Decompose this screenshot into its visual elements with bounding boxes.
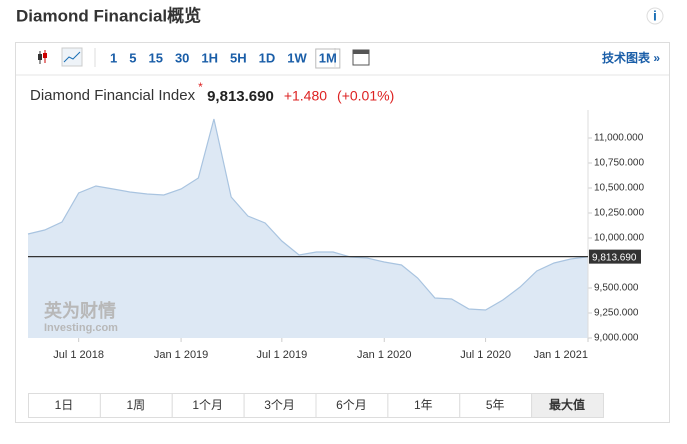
interval-button[interactable]: 1M <box>319 50 337 65</box>
range-tab-label: 1年 <box>414 398 433 412</box>
range-tab-label: 3个月 <box>264 398 295 412</box>
y-tick-label: 9,000.000 <box>594 333 639 344</box>
live-star: * <box>198 80 203 94</box>
selected-box <box>315 48 341 69</box>
x-tick-label: Jul 1 2018 <box>53 349 104 361</box>
price: 9,813.690 <box>207 88 274 105</box>
range-tab-label: 5年 <box>486 398 505 412</box>
range-tab-label: 1日 <box>55 398 74 412</box>
interval-button[interactable]: 15 <box>148 50 162 65</box>
x-tick-label: Jul 1 2019 <box>256 349 307 361</box>
watermark-en: Investing.com <box>44 322 118 334</box>
interval-button[interactable]: 1H <box>201 50 218 65</box>
y-tick-label: 9,250.000 <box>594 308 639 319</box>
range-tab-label: 最大值 <box>549 397 585 412</box>
area-icon[interactable] <box>61 47 83 67</box>
range-tab[interactable] <box>243 393 317 418</box>
range-tab-label: 6个月 <box>336 398 367 412</box>
candle-icon[interactable] <box>38 50 47 64</box>
range-tab[interactable] <box>387 393 461 418</box>
range-tab-label: 1周 <box>126 398 145 412</box>
watermark-cn: 英为财情 <box>43 300 116 321</box>
x-tick-label: Jan 1 2021 <box>534 349 588 361</box>
y-tick-label: 10,750.000 <box>594 158 644 169</box>
area <box>28 119 588 338</box>
interval-button[interactable]: 5 <box>129 50 136 65</box>
change: +1.480 <box>284 88 327 104</box>
info-text: i <box>653 8 657 24</box>
y-tick-label: 10,500.000 <box>594 183 644 194</box>
range-tab[interactable] <box>99 393 173 418</box>
interval-button[interactable]: 30 <box>175 50 189 65</box>
interval-button[interactable]: 1D <box>259 50 276 65</box>
index-name: Diamond Financial Index <box>30 87 196 104</box>
info-icon[interactable] <box>646 7 664 25</box>
interval-button[interactable]: 1 <box>110 50 117 65</box>
interval-button[interactable]: 5H <box>230 50 247 65</box>
x-tick-label: Jan 1 2020 <box>357 349 411 361</box>
range-tab-label: 1个月 <box>192 398 223 412</box>
range-tab[interactable] <box>531 393 604 418</box>
current-price-box <box>589 249 641 264</box>
change-pct: (+0.01%) <box>337 88 394 104</box>
y-tick-label: 10,250.000 <box>594 208 644 219</box>
y-tick-label: 11,000.000 <box>594 133 644 144</box>
interval-button[interactable]: 1W <box>287 50 307 65</box>
calendar-icon[interactable] <box>352 49 370 66</box>
page-title: Diamond Financial概览 <box>16 5 201 25</box>
y-tick-label: 10,000.000 <box>594 233 644 244</box>
x-tick-label: Jan 1 2019 <box>154 349 208 361</box>
x-tick-label: Jul 1 2020 <box>460 349 511 361</box>
tech-chart-link[interactable]: 技术图表 » <box>602 50 660 65</box>
y-tick-label: 9,500.000 <box>594 283 639 294</box>
line <box>27 118 589 311</box>
range-tab[interactable] <box>171 393 245 418</box>
current-price-label: 9,813.690 <box>592 252 637 263</box>
